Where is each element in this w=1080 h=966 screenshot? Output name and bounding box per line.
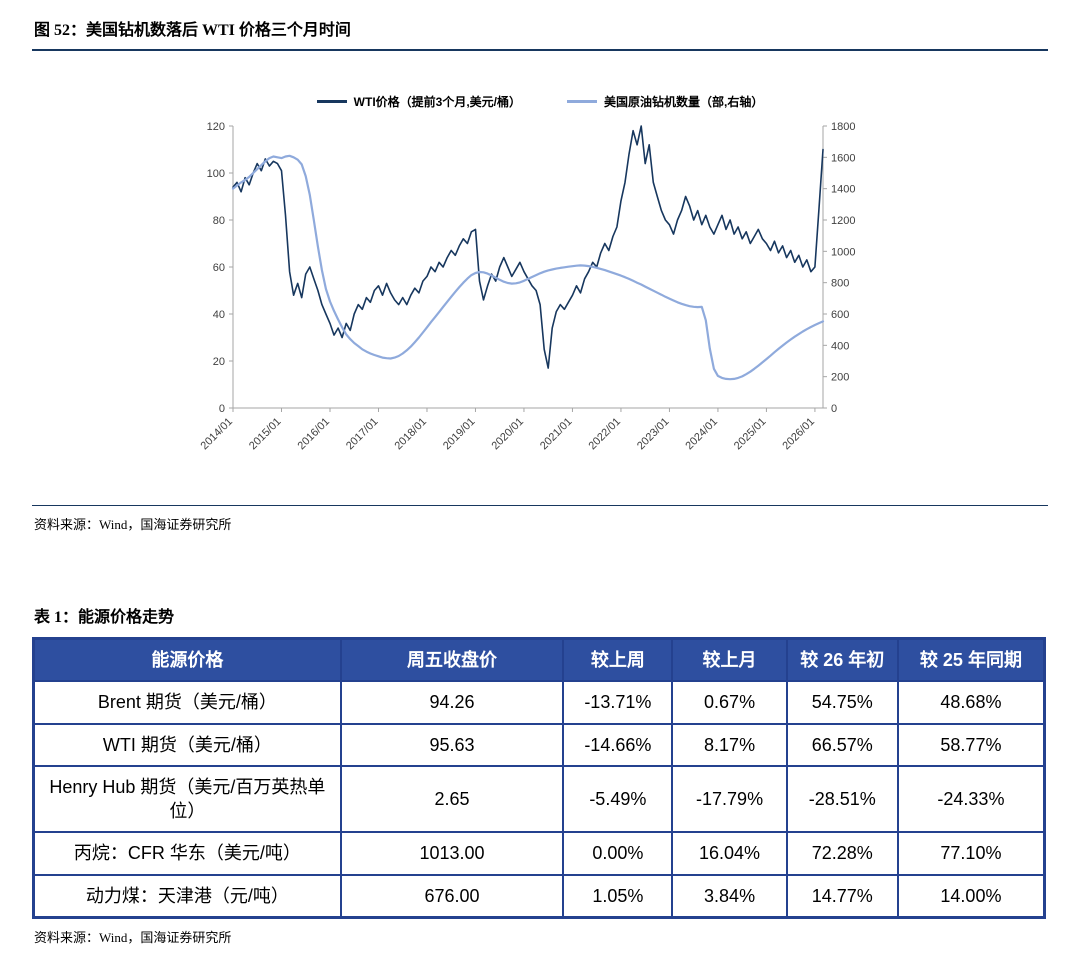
- legend-label-rig: 美国原油钻机数量（部,右轴）: [604, 95, 764, 109]
- energy-table-body: Brent 期货（美元/桶） 94.26 -13.71% 0.67% 54.75% 48.…: [32, 680, 1046, 919]
- svg-text:2015/01: 2015/01: [247, 416, 284, 453]
- table-cell: 14.00%: [896, 873, 1046, 919]
- table-cell: 2.65: [339, 764, 565, 834]
- legend-label-wti: WTI价格（提前3个月,美元/桶）: [353, 95, 521, 109]
- figure-source: 资料来源：Wind，国海证券研究所: [34, 517, 232, 532]
- svg-text:2018/01: 2018/01: [392, 416, 429, 453]
- table-cell: -5.49%: [562, 764, 674, 834]
- source-rule: [32, 505, 1048, 506]
- table-cell: 丙烷：CFR 华东（美元/吨）: [32, 831, 342, 876]
- table-cell: -28.51%: [785, 764, 899, 834]
- table-cell: 48.68%: [896, 680, 1046, 725]
- figure-title: 图 52：美国钻机数落后 WTI 价格三个月时间: [34, 22, 351, 39]
- table-cell: -14.66%: [562, 722, 674, 767]
- table-cell: 77.10%: [896, 831, 1046, 876]
- table-header-cell: 较 25 年同期: [896, 637, 1046, 683]
- energy-table: 能源价格 周五收盘价 较上周 较上月较 26 年初较 25 年同期 Brent 期货（…: [32, 637, 1046, 920]
- table-cell: 8.17%: [671, 722, 788, 767]
- svg-text:60: 60: [213, 262, 225, 274]
- svg-text:1000: 1000: [831, 246, 855, 258]
- chart-legend: WTI价格（提前3个月,美元/桶） 美国原油钻机数量（部,右轴）: [32, 93, 1048, 110]
- svg-text:1400: 1400: [831, 184, 855, 196]
- table-cell: 66.57%: [785, 722, 899, 767]
- svg-text:200: 200: [831, 372, 849, 384]
- table-cell: 16.04%: [671, 831, 788, 876]
- svg-text:2026/01: 2026/01: [780, 416, 817, 453]
- svg-text:40: 40: [213, 309, 225, 321]
- svg-text:2020/01: 2020/01: [489, 416, 526, 453]
- table-cell: 72.28%: [785, 831, 899, 876]
- legend-line-wti-icon: [316, 100, 347, 103]
- svg-text:2017/01: 2017/01: [344, 416, 381, 453]
- table-cell: 58.77%: [896, 722, 1046, 767]
- table-title: 表 1：能源价格走势: [34, 609, 175, 626]
- table-cell: -13.71%: [562, 680, 674, 725]
- table-cell: 1.05%: [562, 873, 674, 919]
- report-page: 图 52：美国钻机数落后 WTI 价格三个月时间 WTI价格（提前3个月,美元/…: [32, 22, 1048, 946]
- svg-text:20: 20: [213, 356, 225, 368]
- table-row: 丙烷：CFR 华东（美元/吨） 1013.00 0.00% 16.04% 72.28% 7…: [32, 831, 1046, 876]
- svg-text:2016/01: 2016/01: [296, 416, 333, 453]
- table-cell: 54.75%: [785, 680, 899, 725]
- svg-text:100: 100: [207, 168, 225, 180]
- svg-text:400: 400: [831, 340, 849, 352]
- svg-text:2022/01: 2022/01: [586, 416, 623, 453]
- energy-table-head: 能源价格 周五收盘价 较上周 较上月较 26 年初较 25 年同期: [32, 637, 1046, 683]
- table-cell: 0.67%: [671, 680, 788, 725]
- table-header-cell: 较上月: [671, 637, 788, 683]
- table-source: 资料来源：Wind，国海证券研究所: [34, 930, 232, 946]
- table-row: WTI 期货（美元/桶） 95.63 -14.66% 8.17% 66.57% 58.77…: [32, 722, 1046, 767]
- svg-text:1600: 1600: [831, 152, 855, 164]
- svg-text:2025/01: 2025/01: [732, 416, 769, 453]
- table-header-row: 能源价格 周五收盘价 较上周 较上月较 26 年初较 25 年同期: [32, 637, 1046, 683]
- table-cell: 0.00%: [562, 831, 674, 876]
- table-cell: 3.84%: [671, 873, 788, 919]
- rig-wti-chart: 0204060801001200200400600800100012001400…: [199, 121, 856, 453]
- svg-text:2014/01: 2014/01: [199, 416, 236, 453]
- legend-item-rig: 美国原油钻机数量（部,右轴）: [567, 93, 763, 110]
- table-row: Henry Hub 期货（美元/百万英热单位） 2.65 -5.49% -17.79%…: [32, 764, 1046, 834]
- svg-text:2023/01: 2023/01: [635, 416, 672, 453]
- table-cell: Henry Hub 期货（美元/百万英热单位）: [32, 764, 342, 834]
- svg-text:2019/01: 2019/01: [441, 416, 478, 453]
- table-cell: -17.79%: [671, 764, 788, 834]
- table-cell: 动力煤：天津港（元/吨）: [32, 873, 342, 919]
- svg-text:0: 0: [219, 403, 225, 415]
- table-header-cell: 较上周: [562, 637, 674, 683]
- table-row: 动力煤：天津港（元/吨） 676.00 1.05% 3.84% 14.77% 14.00%: [32, 873, 1046, 919]
- table-cell: 95.63: [339, 722, 565, 767]
- table-cell: 1013.00: [339, 831, 565, 876]
- table-cell: 14.77%: [785, 873, 899, 919]
- table-header-cell: 较 26 年初: [785, 637, 899, 683]
- svg-text:1200: 1200: [831, 215, 855, 227]
- svg-text:120: 120: [207, 121, 225, 133]
- svg-text:1800: 1800: [831, 121, 855, 133]
- svg-text:80: 80: [213, 215, 225, 227]
- table-cell: 94.26: [339, 680, 565, 725]
- table-cell: 676.00: [339, 873, 565, 919]
- table-row: Brent 期货（美元/桶） 94.26 -13.71% 0.67% 54.75% 48.…: [32, 680, 1046, 725]
- svg-text:0: 0: [831, 403, 837, 415]
- legend-line-rig-icon: [567, 100, 597, 103]
- svg-text:2021/01: 2021/01: [538, 416, 575, 453]
- svg-text:600: 600: [831, 309, 849, 321]
- svg-text:2024/01: 2024/01: [683, 416, 720, 453]
- table-header-cell: 周五收盘价: [339, 637, 565, 683]
- table-cell: WTI 期货（美元/桶）: [32, 722, 342, 767]
- table-cell: -24.33%: [896, 764, 1046, 834]
- legend-item-wti: WTI价格（提前3个月,美元/桶）: [316, 93, 521, 110]
- table-header-cell: 能源价格: [32, 637, 342, 683]
- svg-text:800: 800: [831, 278, 849, 290]
- table-cell: Brent 期货（美元/桶）: [32, 680, 342, 725]
- title-rule: [32, 49, 1048, 51]
